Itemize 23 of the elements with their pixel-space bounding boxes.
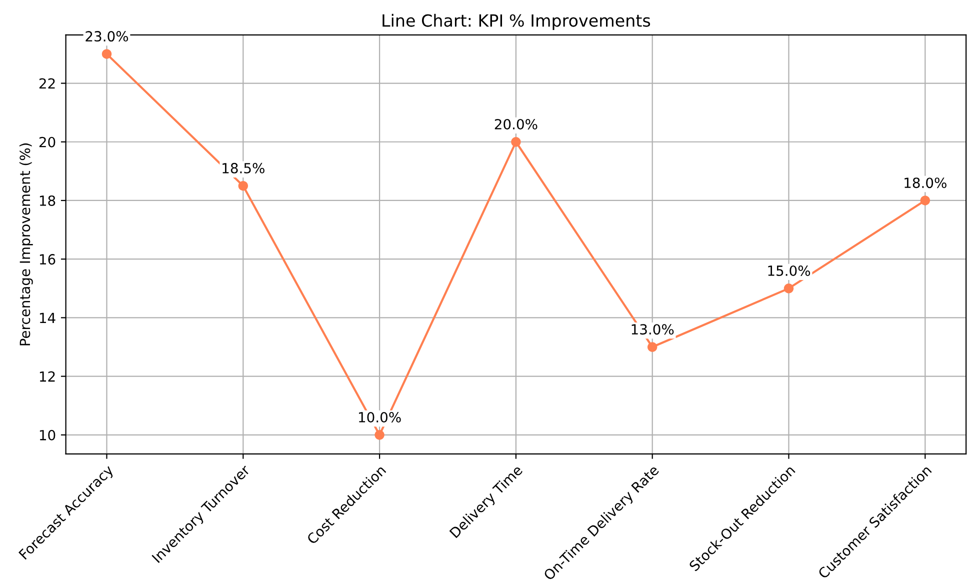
y-tick-label: 16 <box>40 254 56 265</box>
point <box>238 180 248 191</box>
data-label: 20.0% <box>494 118 538 130</box>
y-tick-label: 20 <box>39 136 56 148</box>
y-tick-label: 18 <box>40 195 56 206</box>
point <box>920 196 930 206</box>
point <box>647 342 658 352</box>
y-tick-label: 22 <box>39 78 55 89</box>
chart-title: Line Chart: KPI % Improvements <box>382 14 650 30</box>
data-label: 18.5% <box>222 162 264 174</box>
y-tick-label: 14 <box>40 312 56 323</box>
data-label: 10.0% <box>359 412 401 422</box>
y-tick-label: 12 <box>40 371 55 382</box>
data-label: 18.0% <box>904 178 946 188</box>
point <box>374 430 384 440</box>
y-axis-title: Percentage Improvement (%) <box>19 143 33 346</box>
y-tick-label: 10 <box>40 430 56 440</box>
point <box>511 137 521 147</box>
point <box>102 49 112 59</box>
data-label: 23.0% <box>86 31 128 42</box>
data-label: 15.0% <box>768 265 810 276</box>
point <box>784 284 794 294</box>
data-label: 13.0% <box>632 324 674 335</box>
